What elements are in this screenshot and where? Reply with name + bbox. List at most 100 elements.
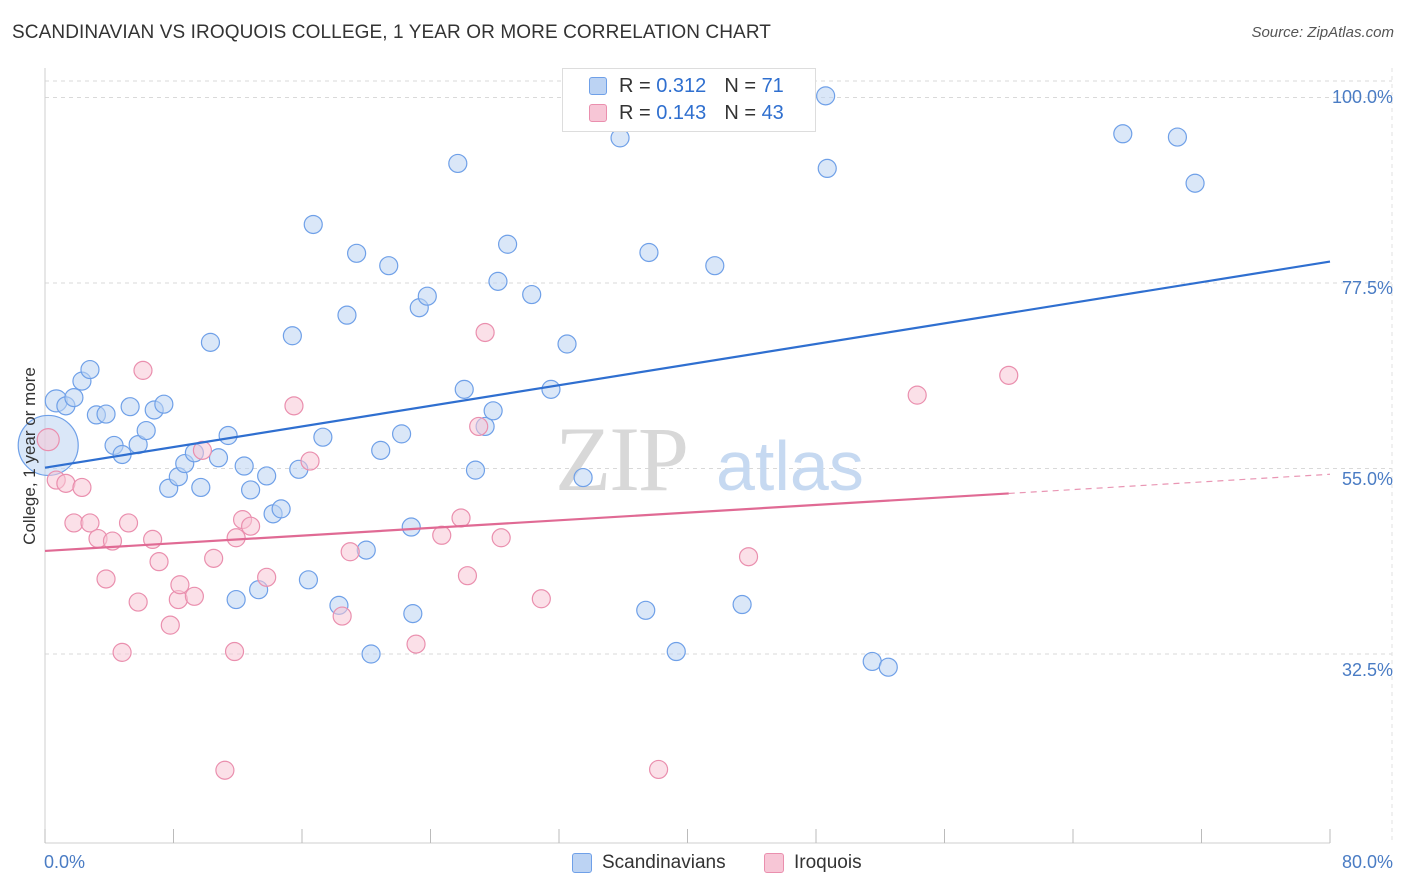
scandinavian-point	[732, 594, 752, 615]
iroquois-point	[738, 547, 759, 567]
scandinavian-point	[379, 256, 399, 276]
iroquois-point	[160, 615, 180, 635]
legend-row-scandinavians: R = 0.312 N = 71	[589, 74, 784, 98]
scandinavian-point	[257, 466, 277, 486]
scandinavian-point	[1113, 124, 1133, 144]
scandinavians-trend-line	[44, 260, 1331, 469]
iroquois-point	[300, 451, 320, 471]
iroquois-trend-line	[44, 492, 1009, 553]
scandinavian-point	[448, 153, 468, 174]
x-tick-label-max: 80.0%	[1341, 852, 1393, 872]
scandinavian-point	[541, 379, 561, 399]
scandinavian-point	[465, 460, 486, 480]
iroquois-point	[332, 606, 352, 626]
iroquois-point	[257, 567, 277, 587]
scandinavian-point	[136, 420, 156, 441]
iroquois-point	[133, 360, 153, 380]
scandinavian-point	[218, 425, 238, 446]
scandinavian-point	[241, 480, 261, 500]
legend-item-iroquois[interactable]: Iroquois	[764, 852, 862, 874]
iroquois-point	[406, 634, 426, 654]
y-tick-label: 32.5%	[1341, 660, 1393, 680]
legend-n-value: 71	[761, 74, 784, 97]
iroquois-point	[96, 569, 116, 589]
watermark-atlas: atlas	[716, 427, 864, 505]
iroquois-point	[907, 385, 927, 405]
scandinavian-point	[454, 379, 474, 399]
stats-legend: R = 0.312 N = 71 R = 0.143 N = 43	[562, 68, 816, 132]
scandinavian-point	[337, 305, 357, 325]
scandinavians-swatch	[589, 77, 607, 95]
scandinavian-point	[303, 214, 323, 235]
scandinavian-point	[639, 242, 659, 263]
iroquois-point	[149, 552, 169, 572]
iroquois-point	[340, 542, 360, 562]
scandinavians-swatch	[572, 853, 592, 873]
legend-r-value: 0.143	[656, 101, 707, 124]
scandinavian-point	[705, 256, 725, 276]
scandinavian-point	[573, 467, 593, 488]
legend-label: Scandinavians	[602, 852, 726, 873]
y-axis-label: College, 1 year or more	[20, 367, 39, 545]
axes	[44, 68, 1331, 844]
scandinavian-point	[1167, 127, 1188, 147]
scandinavian-point	[522, 284, 542, 305]
scandinavian-point	[64, 387, 84, 408]
scandinavian-point	[498, 234, 518, 254]
iroquois-point	[469, 416, 489, 437]
scandinavian-point	[401, 517, 421, 537]
iroquois-point	[491, 528, 511, 548]
scandinavian-point	[298, 570, 319, 590]
iroquois-point	[56, 473, 76, 493]
iroquois-point	[170, 575, 190, 595]
scandinavian-point	[356, 540, 376, 560]
scandinavian-point	[200, 332, 221, 352]
scandinavian-point	[226, 589, 246, 610]
scandinavian-point	[96, 404, 116, 424]
iroquois-point	[457, 566, 478, 586]
legend-n-value: 43	[761, 101, 784, 124]
scandinavian-point	[1185, 173, 1205, 193]
iroquois-point	[36, 428, 60, 452]
iroquois-point	[226, 528, 246, 548]
scandinavian-point	[878, 657, 898, 677]
iroquois-point	[475, 322, 495, 343]
scandinavian-point	[488, 271, 508, 291]
scandinavian-point	[154, 394, 174, 414]
data-points	[17, 86, 1205, 780]
trend-lines	[44, 260, 1331, 553]
scandinavian-point	[120, 397, 140, 417]
iroquois-point	[241, 516, 261, 536]
scandinavian-point	[391, 424, 412, 444]
watermark-zip: ZIP	[555, 408, 687, 510]
y-tick-label: 77.5%	[1341, 278, 1393, 298]
scandinavian-point	[313, 427, 333, 447]
scandinavian-point	[208, 448, 229, 468]
scandinavian-point	[817, 158, 837, 179]
scandinavian-point	[557, 334, 577, 354]
iroquois-point	[80, 513, 100, 533]
scandinavian-point	[80, 359, 100, 380]
y-tick-label: 100.0%	[1331, 87, 1393, 107]
scandinavian-point	[862, 651, 882, 672]
scandinavian-point	[234, 456, 254, 476]
iroquois-point	[999, 365, 1019, 385]
legend-r-label: R =	[619, 74, 651, 97]
iroquois-point	[112, 642, 132, 662]
legend-row-iroquois: R = 0.143 N = 43	[589, 101, 784, 125]
legend-item-scandinavians[interactable]: Scandinavians	[572, 852, 726, 874]
scandinavian-point	[483, 401, 503, 421]
scandinavian-point	[271, 499, 291, 519]
iroquois-point	[118, 513, 139, 533]
scandinavian-point	[666, 641, 686, 662]
scandinavian-point	[361, 644, 381, 664]
iroquois-point	[128, 592, 148, 612]
iroquois-point	[204, 548, 224, 568]
legend-r-value: 0.312	[656, 74, 707, 97]
scandinavian-point	[417, 286, 437, 306]
scandinavian-point	[403, 604, 423, 624]
scandinavian-point	[816, 86, 836, 106]
x-tick-label-min: 0.0%	[44, 852, 86, 872]
y-tick-label: 55.0%	[1341, 469, 1393, 489]
